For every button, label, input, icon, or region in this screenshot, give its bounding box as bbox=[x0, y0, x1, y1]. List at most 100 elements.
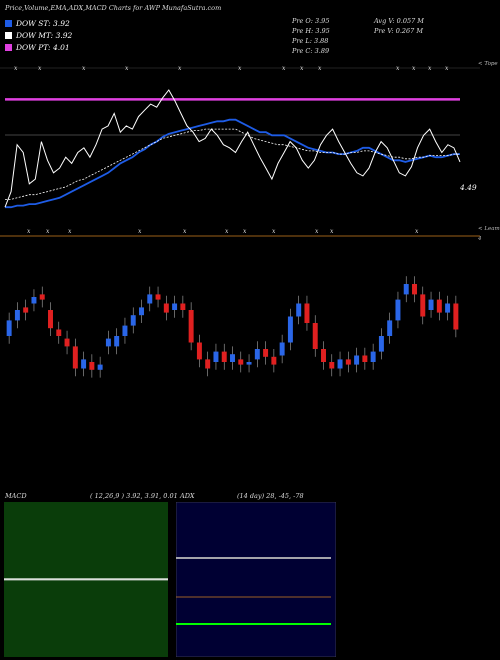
legend-dow-mt: DOW MT: 3.92 bbox=[5, 31, 72, 40]
candle-body bbox=[163, 303, 169, 313]
legend-swatch-mt bbox=[5, 32, 12, 39]
candle-body bbox=[130, 315, 136, 326]
chart-title: Price,Volume,EMA,ADX,MACD Charts for AWP… bbox=[5, 4, 222, 12]
candle-body bbox=[213, 351, 219, 362]
ohlc-low: Pre L: 3.88 bbox=[292, 37, 329, 45]
candle-body bbox=[14, 310, 20, 321]
candle-body bbox=[39, 294, 45, 300]
signal-marker-bottom: x bbox=[243, 228, 247, 235]
candle-body bbox=[428, 299, 434, 310]
ohlc-pre-volume: Pre V: 0.267 M bbox=[374, 27, 424, 35]
candle-body bbox=[304, 303, 310, 323]
candle-body bbox=[453, 303, 459, 330]
candle-body bbox=[180, 303, 186, 310]
ohlc-high: Pre H: 3.95 bbox=[292, 27, 330, 35]
candle-body bbox=[155, 294, 161, 300]
ohlc-close: Pre C: 3.89 bbox=[292, 47, 330, 55]
candle-body bbox=[378, 336, 384, 352]
signal-marker-bottom: x bbox=[183, 228, 187, 235]
series-line-dow-mt bbox=[5, 128, 460, 200]
candle-body bbox=[329, 362, 335, 369]
candle-body bbox=[387, 320, 393, 336]
candle-body bbox=[254, 349, 260, 360]
signal-marker-top: x bbox=[282, 65, 286, 72]
candle-body bbox=[114, 336, 120, 347]
right-label-mid: < Leam bbox=[478, 226, 500, 232]
legend-swatch-pt bbox=[5, 44, 12, 51]
candle-body bbox=[81, 359, 87, 369]
signal-marker-top: x bbox=[445, 65, 449, 72]
candle-body bbox=[230, 354, 235, 362]
candle-body bbox=[147, 294, 153, 304]
candle-body bbox=[287, 316, 293, 343]
candle-body bbox=[221, 351, 227, 362]
price-chart: x x x x x x x x x x x x x x x x x x x x x x x x 4.49 < Tope < L… bbox=[0, 61, 500, 378]
signal-marker-top: x bbox=[125, 65, 129, 72]
candle-body bbox=[89, 362, 95, 370]
candle-body bbox=[395, 299, 401, 321]
legend-label-st: DOW ST: 3.92 bbox=[16, 19, 70, 28]
signal-marker-bottom: x bbox=[225, 228, 229, 235]
signal-marker-top: x bbox=[428, 65, 432, 72]
signal-marker-bottom: x bbox=[330, 228, 334, 235]
macd-title: MACD bbox=[5, 492, 27, 500]
candle-body bbox=[312, 323, 318, 349]
candle-body bbox=[271, 356, 277, 365]
candle-body bbox=[436, 299, 442, 313]
candle-body bbox=[296, 303, 302, 317]
adx-params: (14 day) 28, -45, -78 bbox=[237, 492, 304, 500]
candle-body bbox=[370, 351, 376, 362]
adx-chart bbox=[176, 502, 336, 657]
macd-params: ( 12,26,9 ) 3.92, 3.91, 0.01 bbox=[90, 492, 178, 500]
candle-body bbox=[56, 329, 62, 336]
signal-marker-top: x bbox=[396, 65, 400, 72]
adx-background bbox=[176, 502, 336, 657]
signal-marker-top: x bbox=[412, 65, 416, 72]
candle-body bbox=[263, 349, 269, 357]
right-label-top: < Tope bbox=[478, 61, 498, 67]
candle-body bbox=[64, 338, 70, 347]
ohlc-open: Pre O: 3.95 bbox=[292, 17, 330, 25]
signal-marker-bottom: x bbox=[315, 228, 319, 235]
signal-marker-top: x bbox=[178, 65, 182, 72]
signal-marker-bottom: x bbox=[272, 228, 276, 235]
ohlc-avg-volume: Avg V: 0.057 M bbox=[374, 17, 424, 25]
signal-marker-top: x bbox=[300, 65, 304, 72]
candle-body bbox=[48, 310, 53, 329]
signal-marker-top: x bbox=[14, 65, 18, 72]
last-price-label: 4.49 bbox=[459, 183, 477, 192]
candle-body bbox=[105, 338, 111, 347]
candle-body bbox=[445, 303, 451, 313]
candle-body bbox=[139, 307, 144, 316]
signal-marker-bottom: x bbox=[138, 228, 142, 235]
candle-body bbox=[354, 355, 360, 365]
signal-marker-bottom: x bbox=[415, 228, 419, 235]
adx-title: ADX bbox=[180, 492, 195, 500]
legend-swatch-st bbox=[5, 20, 12, 27]
signal-marker-top: x bbox=[318, 65, 322, 72]
legend-label-mt: DOW MT: 3.92 bbox=[16, 31, 73, 40]
candle-body bbox=[238, 359, 244, 365]
signal-marker-top: x bbox=[82, 65, 86, 72]
candle-body bbox=[412, 284, 417, 295]
candle-body bbox=[6, 320, 12, 336]
candle-body bbox=[362, 355, 368, 362]
right-label-low: 4 bbox=[477, 236, 482, 242]
legend-dow-st: DOW ST: 3.92 bbox=[5, 19, 70, 28]
candle-body bbox=[345, 359, 351, 365]
signal-marker-bottom: x bbox=[27, 228, 31, 235]
candle-body bbox=[279, 342, 285, 356]
macd-chart bbox=[4, 502, 168, 657]
legend-dow-pt: DOW PT: 4.01 bbox=[5, 43, 70, 52]
candle-body bbox=[23, 307, 29, 313]
signal-marker-bottom: x bbox=[46, 228, 50, 235]
candle-body bbox=[122, 325, 128, 336]
candle-body bbox=[172, 303, 178, 310]
candle-body bbox=[72, 346, 78, 369]
candle-body bbox=[246, 362, 252, 365]
candle-body bbox=[337, 359, 343, 369]
signal-marker-bottom: x bbox=[68, 228, 72, 235]
candle-body bbox=[205, 359, 211, 369]
candle-body bbox=[403, 284, 409, 295]
candle-body bbox=[188, 310, 194, 343]
